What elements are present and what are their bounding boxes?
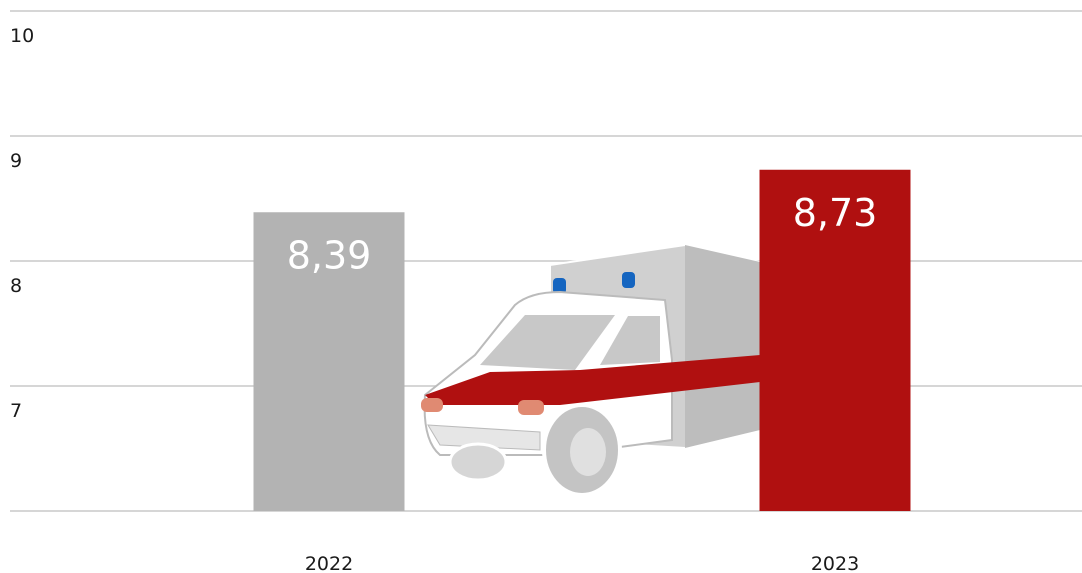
y-tick-label: 10 [10, 25, 34, 47]
x-tick-label: 2023 [811, 553, 859, 573]
value-label: 8,39 [287, 233, 372, 277]
y-tick-label: 7 [10, 400, 22, 422]
value-label: 8,73 [793, 191, 878, 235]
x-tick-label: 2022 [305, 553, 353, 573]
y-tick-label: 8 [10, 275, 22, 297]
chart: 7 8 9 10 8,39 8,73 2022 2023 [0, 0, 1082, 573]
ambulance-illustration [421, 245, 760, 495]
y-tick-label: 9 [10, 150, 22, 172]
